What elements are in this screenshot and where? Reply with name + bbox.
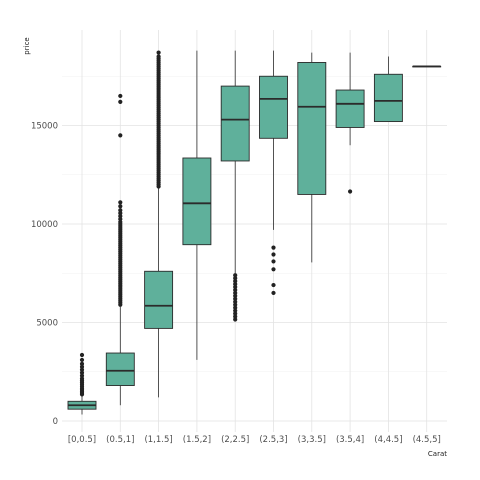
outlier-point <box>233 305 238 310</box>
box-iqr <box>297 62 327 195</box>
outlier-point <box>233 287 238 293</box>
box-iqr <box>182 157 212 246</box>
outlier-point <box>271 252 276 257</box>
outlier-point <box>118 99 123 104</box>
box-group <box>182 50 212 360</box>
outlier-point <box>118 204 123 209</box>
outlier-point <box>79 352 85 358</box>
outlier-point <box>233 293 238 299</box>
box-layer <box>67 50 442 415</box>
outlier-point <box>233 273 238 278</box>
x-tick-label: (1,1.5] <box>144 435 172 445</box>
box-group <box>144 50 174 398</box>
outlier-point <box>233 299 238 304</box>
outlier-point <box>79 373 85 378</box>
outlier-point <box>233 284 238 290</box>
x-tick-label: (3.5,4] <box>336 435 364 445</box>
outlier-point <box>118 219 123 225</box>
x-tick-label: (2.5,3] <box>259 435 287 445</box>
outlier-point <box>79 357 85 363</box>
outlier-point <box>233 296 238 301</box>
outlier-point <box>233 302 238 307</box>
outlier-point <box>233 317 238 322</box>
x-axis-title: Carat <box>428 450 447 458</box>
y-tick-label: 10000 <box>31 220 58 230</box>
outlier-point <box>233 279 238 284</box>
x-tick-label: [0,0.5] <box>68 435 96 445</box>
outlier-point <box>233 314 238 319</box>
tick-label-layer: 0 5000 10000 15000 [0,0.5] (0.5,1] (1,1.5] (1.5… <box>31 122 441 446</box>
outlier-point <box>233 276 238 281</box>
box-group <box>67 352 97 415</box>
x-tick-label: (3,3.5] <box>298 435 326 445</box>
x-tick-label: (4,4.5] <box>374 435 402 445</box>
x-tick-label: (4.5,5] <box>413 435 441 445</box>
outlier-point <box>118 133 123 138</box>
outlier-point <box>118 200 123 205</box>
outlier-point <box>118 93 123 99</box>
outlier-point <box>233 308 238 313</box>
outlier-point <box>156 50 161 55</box>
outlier-point <box>271 290 276 296</box>
box-group <box>335 52 365 194</box>
outlier-point <box>271 267 276 272</box>
box-iqr <box>105 352 135 386</box>
box-iqr <box>259 75 288 139</box>
outlier-point <box>118 208 123 213</box>
box-iqr <box>220 85 250 162</box>
box-group <box>373 56 403 123</box>
outlier-point <box>79 376 85 381</box>
outlier-point <box>271 282 276 288</box>
y-tick-label: 15000 <box>31 122 58 132</box>
outlier-point <box>156 54 161 59</box>
y-axis-title: price <box>23 37 31 54</box>
x-tick-label: (2,2.5] <box>221 435 249 445</box>
outlier-point <box>348 189 353 194</box>
outlier-point <box>271 245 276 250</box>
box-group <box>412 65 442 68</box>
outlier-point <box>79 364 85 369</box>
outlier-point <box>233 281 238 287</box>
box-iqr <box>335 89 365 128</box>
outlier-point <box>79 367 85 372</box>
outlier-point <box>118 214 123 219</box>
box-group <box>220 50 250 322</box>
y-tick-label: 5000 <box>36 319 58 329</box>
outlier-point <box>79 361 85 366</box>
x-tick-label: (1.5,2] <box>183 435 211 445</box>
box-iqr <box>144 270 174 329</box>
outlier-point <box>271 259 276 264</box>
outlier-point <box>118 216 123 222</box>
outlier-point <box>233 290 238 296</box>
x-tick-label: (0.5,1] <box>106 435 134 445</box>
box-group <box>259 50 288 296</box>
y-tick-label: 0 <box>53 417 58 427</box>
box-group <box>105 93 135 406</box>
box-iqr <box>373 73 403 123</box>
box-group <box>297 52 327 263</box>
outlier-point <box>233 311 238 316</box>
outlier-point <box>79 370 85 375</box>
outlier-point <box>118 211 123 216</box>
